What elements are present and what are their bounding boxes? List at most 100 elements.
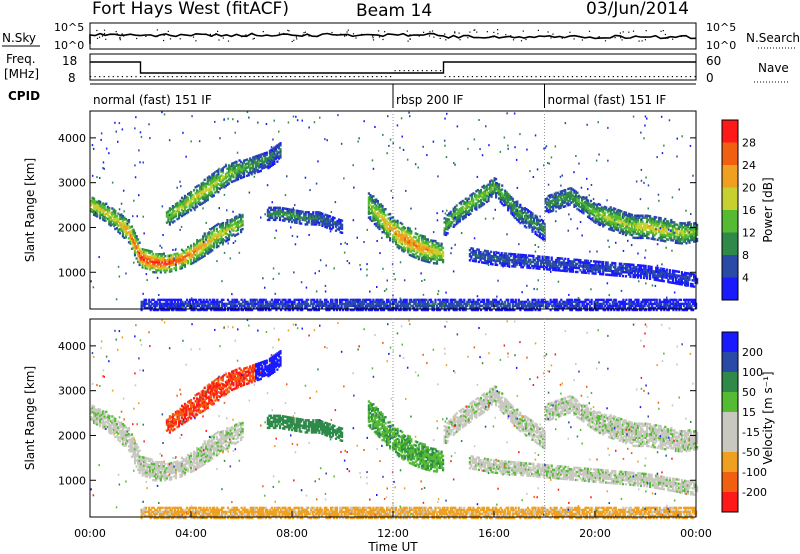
power-cell — [273, 150, 276, 153]
power-cell — [376, 226, 379, 229]
power-cell — [183, 212, 187, 216]
power-cell — [200, 192, 203, 195]
power-cell — [220, 304, 223, 308]
power-cell — [323, 304, 326, 308]
power-cell — [314, 308, 317, 312]
power-cell — [652, 219, 655, 223]
power-cell — [187, 262, 190, 265]
power-cell — [259, 153, 262, 156]
power-cell — [180, 266, 184, 270]
power-cell — [544, 210, 547, 213]
power-cell — [676, 270, 679, 273]
power-cell — [315, 215, 318, 218]
power-cell — [656, 238, 659, 241]
power-cell — [269, 302, 272, 306]
power-cell — [112, 210, 115, 213]
power-cell — [520, 218, 523, 222]
power-cell — [517, 218, 520, 221]
power-cell — [658, 216, 661, 220]
power-cell — [247, 161, 250, 165]
power-cell — [439, 244, 442, 247]
power-cell — [223, 165, 226, 169]
power-cell — [516, 212, 519, 215]
power-cell — [591, 219, 594, 222]
power-cell — [295, 304, 298, 308]
power-cell — [420, 250, 423, 254]
power-cell — [662, 223, 665, 226]
power-cell — [662, 274, 665, 277]
power-cell — [527, 266, 530, 269]
power-cell — [685, 236, 688, 239]
power-cell — [650, 269, 653, 273]
power-cell — [413, 247, 416, 251]
power-cell — [511, 199, 514, 203]
power-cell — [298, 306, 301, 310]
power-cell — [120, 215, 123, 218]
power-cell — [251, 308, 254, 312]
power-cell — [627, 230, 630, 234]
nsearch-dot — [454, 32, 456, 34]
power-cell — [175, 306, 178, 310]
power-cell — [682, 222, 685, 225]
power-cell — [664, 233, 667, 237]
nave-dot — [530, 76, 533, 78]
nsearch-dot — [226, 34, 229, 36]
power-cell — [665, 222, 668, 225]
power-cell — [203, 254, 206, 257]
power-cell — [505, 256, 508, 259]
power-cell — [385, 235, 389, 239]
power-cell — [635, 214, 638, 217]
power-cell — [527, 258, 530, 261]
power-cell — [196, 253, 199, 256]
power-cell — [481, 193, 484, 197]
nave-dot — [658, 76, 660, 78]
power-cell — [198, 304, 201, 308]
power-cell — [304, 217, 307, 220]
power-cell — [312, 213, 315, 216]
power-cell — [143, 250, 146, 253]
power-cell — [189, 304, 192, 308]
power-cell — [93, 201, 96, 204]
power-cell — [629, 233, 632, 236]
power-cell — [538, 227, 542, 231]
power-cell — [525, 216, 528, 219]
power-cell — [503, 252, 506, 255]
power-cell — [652, 270, 655, 273]
power-cell — [232, 233, 235, 236]
power-cell — [207, 302, 210, 306]
power-cell — [614, 226, 617, 229]
power-cell — [132, 246, 135, 250]
power-cell — [495, 194, 498, 197]
power-cell — [431, 247, 434, 251]
power-cell — [382, 210, 386, 213]
power-cell — [235, 170, 238, 174]
power-cell — [574, 194, 577, 197]
power-cell — [157, 302, 160, 306]
power-cell — [677, 270, 680, 273]
power-cell — [629, 231, 632, 234]
power-cell — [282, 304, 286, 308]
nave-dot — [494, 76, 496, 78]
power-cell — [213, 308, 216, 312]
power-cell — [589, 209, 593, 213]
power-cell — [202, 300, 205, 304]
power-cell — [331, 222, 335, 225]
power-cell — [208, 245, 211, 248]
power-cell — [226, 219, 229, 222]
power-cell — [279, 144, 282, 147]
power-cell — [194, 243, 197, 247]
power-cell — [296, 302, 299, 306]
power-cell — [446, 224, 449, 227]
power-cell — [196, 308, 199, 312]
power-cell — [196, 241, 199, 244]
power-cell — [159, 253, 162, 256]
power-cell — [514, 202, 517, 206]
power-cell — [268, 149, 271, 153]
power-cell — [382, 218, 386, 221]
power-cell — [173, 267, 176, 270]
power-cell — [169, 302, 172, 306]
power-cell — [123, 226, 126, 229]
power-cell — [420, 240, 423, 244]
power-cell — [559, 257, 562, 260]
power-cell — [268, 159, 271, 163]
